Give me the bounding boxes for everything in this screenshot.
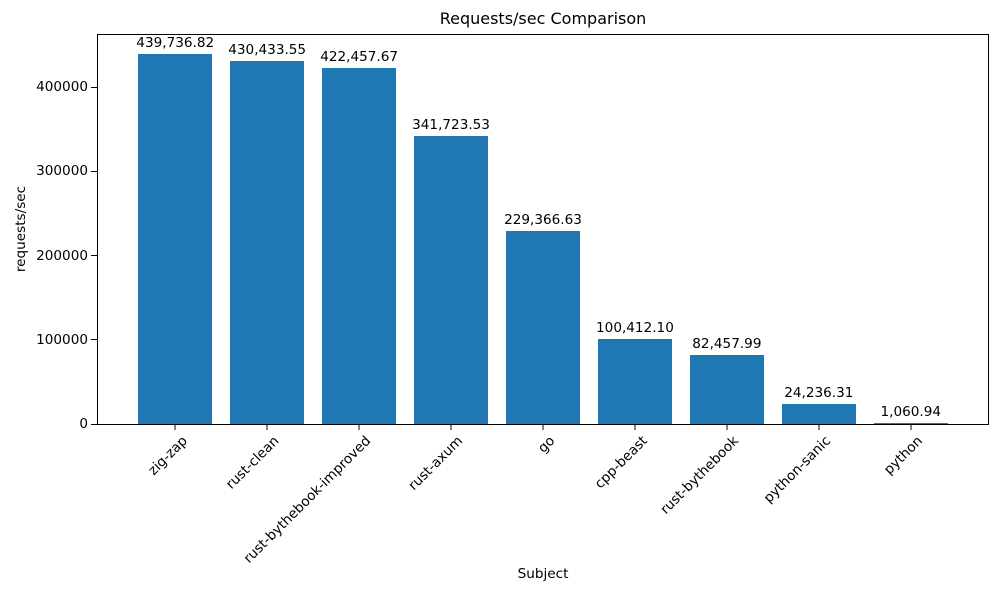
x-tick-mark	[910, 425, 912, 430]
x-tick-mark	[450, 425, 452, 430]
y-tick-mark	[91, 86, 97, 88]
x-tick-mark	[358, 425, 360, 430]
x-tick-mark	[726, 425, 728, 430]
x-tick-mark	[634, 425, 636, 430]
bar-value-label: 24,236.31	[784, 384, 854, 401]
x-tick-label: go	[535, 433, 559, 457]
x-tick-mark	[542, 425, 544, 430]
y-tick-mark	[91, 423, 97, 425]
bar-rust-bythebook	[690, 354, 764, 424]
chart-title: Requests/sec Comparison	[439, 9, 647, 28]
bar-value-label: 229,366.63	[504, 211, 582, 228]
bar-value-label: 82,457.99	[692, 335, 762, 352]
x-tick-label: zig-zap	[144, 433, 191, 479]
bar-python-sanic	[782, 403, 856, 424]
x-tick-label: python	[881, 433, 927, 478]
bar-rust-axum	[414, 136, 488, 424]
bar-python	[873, 423, 948, 424]
x-tick-label: python-sanic	[760, 433, 835, 507]
bar-go	[506, 230, 580, 424]
bar-zig-zap	[138, 53, 212, 424]
bar-value-label: 430,433.55	[228, 42, 307, 59]
bar-value-label: 439,736.82	[136, 34, 215, 51]
y-tick-mark	[91, 339, 97, 341]
x-tick-label: rust-bythebook	[657, 433, 743, 518]
y-tick-label: 200000	[36, 247, 88, 264]
y-tick-label: 400000	[36, 79, 88, 95]
bar-rust-bythebook-improved	[322, 68, 396, 424]
y-tick-label: 300000	[36, 163, 88, 180]
x-axis-title: Subject	[517, 566, 569, 582]
y-tick-mark	[91, 255, 97, 256]
x-tick-label: rust-clean	[223, 433, 283, 493]
x-tick-label: rust-axum	[405, 433, 467, 494]
x-tick-mark	[818, 425, 820, 430]
bar-value-label: 341,723.53	[412, 117, 490, 134]
x-tick-mark	[174, 425, 176, 430]
y-tick-mark	[91, 170, 97, 172]
y-tick-label: 0	[79, 416, 88, 432]
y-tick-label: 100000	[36, 331, 88, 348]
bar-cpp-beast	[598, 339, 672, 424]
bar-value-label: 1,060.94	[880, 404, 942, 421]
bar-rust-clean	[230, 61, 304, 424]
x-tick-mark	[266, 425, 268, 430]
y-axis-title: requests/sec	[13, 185, 29, 273]
x-tick-label: cpp-beast	[591, 433, 651, 492]
bar-value-label: 100,412.10	[596, 320, 674, 337]
plot-area: 439,736.82 zig-zap 430,433.55 rust-clean 422…	[36, 34, 989, 567]
bar-value-label: 422,457.67	[320, 49, 399, 66]
